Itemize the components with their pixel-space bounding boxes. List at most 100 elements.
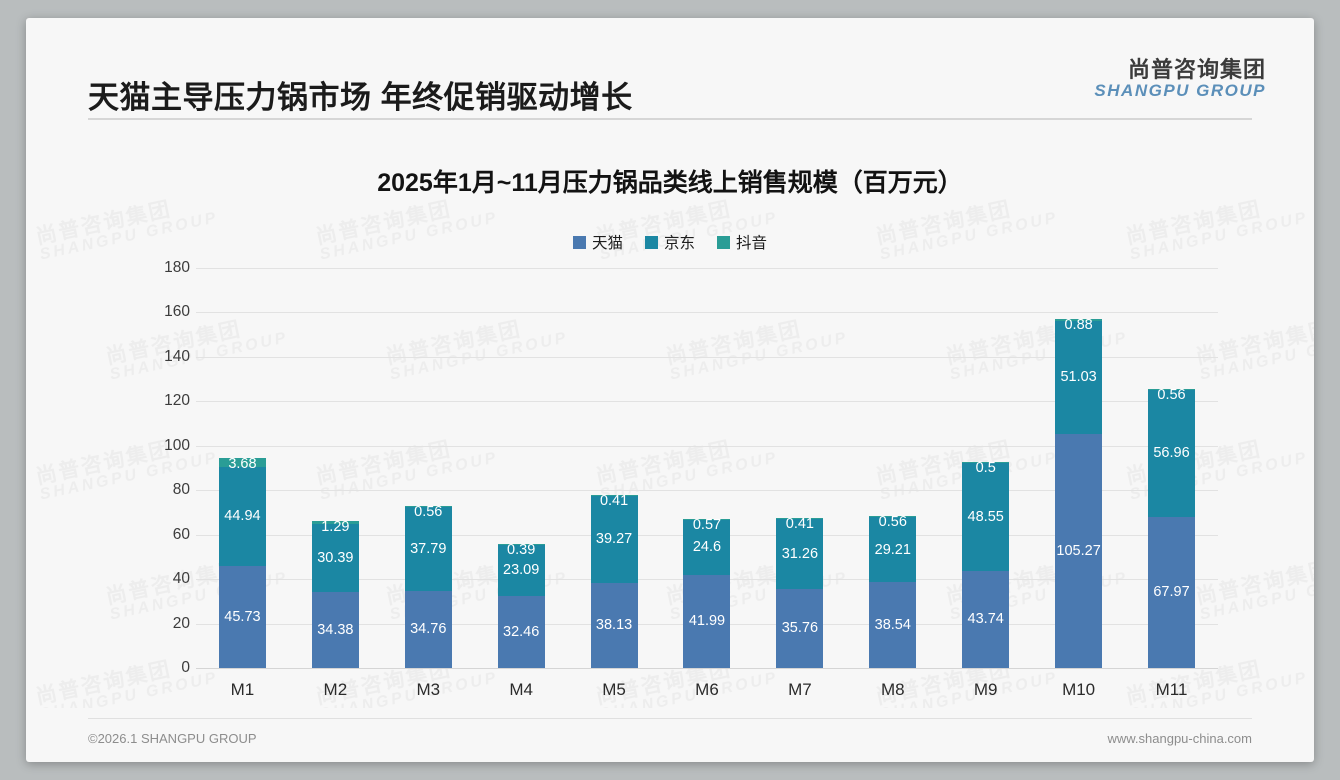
y-axis-tick-label: 20 [172,614,190,632]
bar-segment-天猫[interactable]: 67.97 [1148,516,1196,668]
bar-value-label: 48.55 [967,508,1004,525]
gridline [196,401,1218,403]
bar-segment-抖音[interactable]: 3.68 [218,457,266,471]
bar-value-label: 31.26 [781,545,819,562]
gridline [196,668,1218,669]
x-axis-tick-label: M3 [416,680,441,699]
y-axis-tick-label: 180 [164,259,190,276]
bar-segment-天猫[interactable]: 38.54 [869,582,917,668]
bar-segment-京东[interactable]: 48.55 [962,462,1010,571]
header-divider [88,118,1252,120]
bar-segment-京东[interactable]: 51.03 [1055,320,1103,435]
bar-column[interactable]: 34.38 30.39 1.29 M2 [289,268,382,699]
bar-segment-京东[interactable]: 30.39 [311,524,359,592]
bar-segment-抖音[interactable]: 0.39 [497,543,545,557]
bar-segment-京东[interactable]: 56.96 [1148,390,1196,517]
bar-segment-天猫[interactable]: 45.73 [218,566,266,668]
stacked-bar[interactable]: 45.73 44.94 3.68 [218,457,266,668]
bar-column[interactable]: 45.73 44.94 3.68 M1 [196,268,289,699]
bar-column[interactable]: 38.13 39.27 0.41 M5 [568,268,661,699]
bar-value-label: 43.74 [967,611,1004,628]
bar-segment-天猫[interactable]: 34.76 [404,590,452,668]
bar-segment-抖音[interactable]: 0.57 [683,518,731,532]
stacked-bar[interactable]: 105.27 51.03 0.88 [1055,318,1103,668]
gridline [196,490,1218,492]
bar-segment-天猫[interactable]: 41.99 [683,574,731,668]
bar-segment-京东[interactable]: 39.27 [590,496,638,584]
bar-column[interactable]: 105.27 51.03 0.88 M10 [1032,268,1125,699]
bar-segment-京东[interactable]: 24.6 [683,520,731,575]
stacked-bar[interactable]: 34.38 30.39 1.29 [311,520,359,668]
bar-segment-天猫[interactable]: 35.76 [776,588,824,668]
bar-value-label: 32.46 [503,623,540,640]
legend-item-抖音[interactable]: 抖音 [717,231,767,253]
y-axis-tick-label: 160 [164,303,190,321]
x-axis-tick-label: M9 [973,680,998,699]
stacked-bar[interactable]: 41.99 24.6 0.57 [683,518,731,668]
bar-segment-天猫[interactable]: 43.74 [962,570,1010,668]
stacked-bar[interactable]: 34.76 37.79 0.56 [404,505,452,668]
y-axis-tick-label: 140 [164,347,190,365]
bar-value-label: 29.21 [874,541,911,558]
bar-value-label: 56.96 [1153,445,1190,462]
stacked-bar[interactable]: 38.54 29.21 0.56 [869,515,917,668]
legend-item-京东[interactable]: 京东 [644,231,695,253]
bar-segment-京东[interactable]: 29.21 [869,517,917,583]
slide-footer: ©2026.1 SHANGPU GROUP www.shangpu-china.… [88,731,1252,746]
x-axis-tick-label: M4 [509,680,533,699]
bar-segment-抖音[interactable]: 1.29 [311,520,359,534]
bar-column[interactable]: 32.46 23.09 0.39 M4 [475,268,568,699]
bar-value-label: 51.03 [1060,369,1097,386]
bar-value-label: 34.38 [317,621,354,638]
footer-copyright: ©2026.1 SHANGPU GROUP [88,731,257,746]
gridline [196,445,1218,447]
stacked-bar[interactable]: 67.97 56.96 0.56 [1148,388,1196,668]
y-axis-tick-label: 80 [172,481,190,499]
bar-segment-京东[interactable]: 44.94 [218,466,266,567]
bar-segment-抖音[interactable]: 0.41 [776,517,824,531]
bar-column[interactable]: 35.76 31.26 0.41 M7 [753,268,846,699]
footer-divider [88,718,1252,719]
bar-segment-天猫[interactable]: 38.13 [590,583,638,668]
stacked-bar[interactable]: 32.46 23.09 0.39 [497,543,545,668]
chart-area: 180 160 140 120 100 80 60 40 20 0 45.73 44.94 3.68 M… [26,256,1314,706]
stacked-bar[interactable]: 35.76 31.26 0.41 [776,517,824,668]
bar-value-label: 105.27 [1056,542,1101,559]
bar-column[interactable]: 43.74 48.55 0.5 M9 [939,268,1032,699]
bar-value-label: 39.27 [595,531,633,548]
bar-column[interactable]: 34.76 37.79 0.56 M3 [382,268,475,699]
slide-canvas: 尚普咨询集团 SHANGPU GROUP 尚普咨询集团 SHANGPU GROUP 尚普… [26,18,1314,762]
bar-segment-京东[interactable]: 23.09 [497,544,545,596]
bar-segment-天猫[interactable]: 32.46 [497,595,545,668]
bar-value-label: 44.94 [224,508,261,525]
y-axis-tick-label: 40 [172,570,190,588]
bar-segment-抖音[interactable]: 0.5 [962,461,1010,475]
bar-segment-京东[interactable]: 31.26 [776,519,824,589]
bar-segment-抖音[interactable]: 0.41 [590,494,638,508]
stacked-bar[interactable]: 38.13 39.27 0.41 [590,494,638,668]
logo-text-en: SHANGPU GROUP [1094,80,1266,100]
y-axis-tick-label: 120 [164,392,190,410]
bar-value-label: 37.79 [410,540,447,557]
bar-value-label: 38.54 [874,616,911,633]
legend-label: 天猫 [591,235,623,252]
bar-segment-抖音[interactable]: 0.56 [1148,388,1196,402]
bar-column[interactable]: 41.99 24.6 0.57 M6 [661,268,754,699]
x-axis-tick-label: M7 [788,680,812,699]
page-title: 天猫主导压力锅市场 年终促销驱动增长 [88,80,633,115]
bar-segment-抖音[interactable]: 0.56 [869,515,917,529]
bar-segment-抖音[interactable]: 0.56 [404,505,452,519]
stacked-bar[interactable]: 43.74 48.55 0.5 [962,461,1010,668]
bar-segment-抖音[interactable]: 0.88 [1055,318,1103,332]
y-axis-tick-label: 100 [164,436,190,454]
bar-column[interactable]: 38.54 29.21 0.56 M8 [846,268,939,699]
bar-segment-京东[interactable]: 37.79 [404,506,452,591]
slide-header: 天猫主导压力锅市场 年终促销驱动增长 尚普咨询集团 SHANGPU GROUP [26,18,1314,120]
bar-segment-天猫[interactable]: 105.27 [1055,434,1103,668]
x-axis-tick-label: M8 [880,680,905,699]
legend-item-天猫[interactable]: 天猫 [572,231,623,253]
bar-segment-天猫[interactable]: 34.38 [311,591,359,668]
legend-swatch-icon [572,235,586,249]
bar-column[interactable]: 67.97 56.96 0.56 M11 [1125,268,1218,699]
chart-legend: 天猫 京东 抖音 [26,231,1314,253]
